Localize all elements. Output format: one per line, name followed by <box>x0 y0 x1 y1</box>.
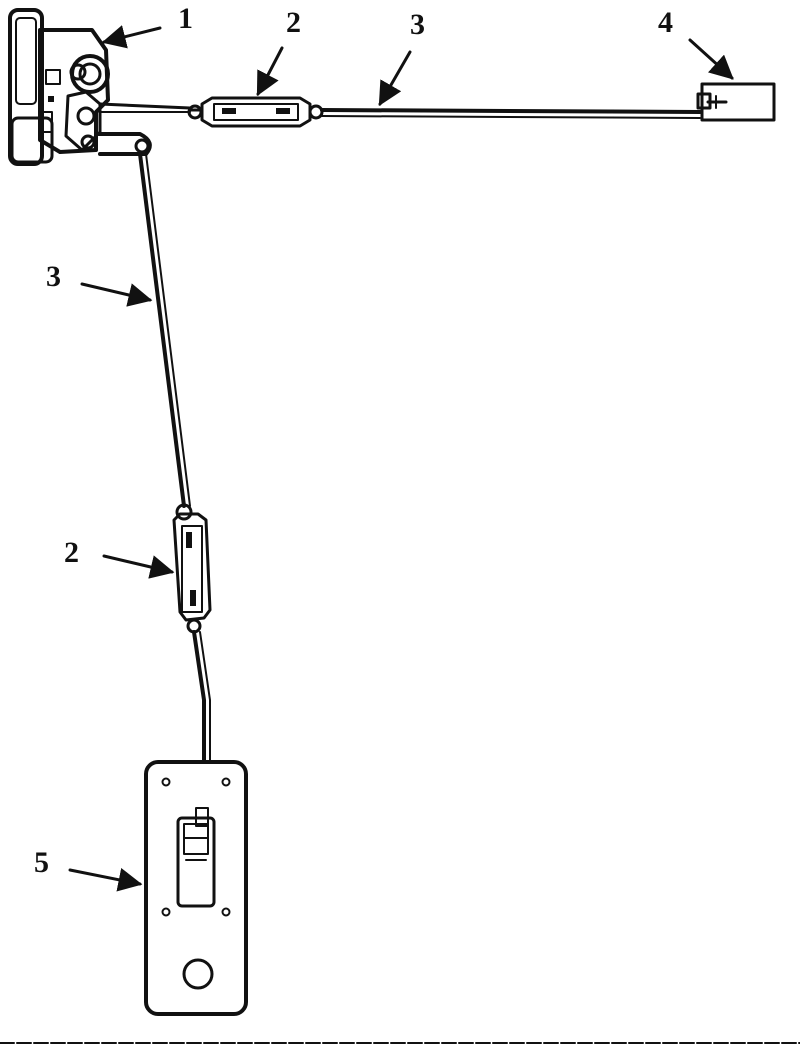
vertical-adjuster <box>172 503 212 634</box>
horizontal-rod <box>188 108 702 119</box>
callout-leaders <box>68 25 734 892</box>
horizontal-adjuster <box>187 96 324 128</box>
callout-5-handle: 5 <box>34 846 49 879</box>
vertical-rod-upper <box>138 152 191 508</box>
callout-3-top-rod: 3 <box>410 8 425 41</box>
inside-handle-plate <box>144 760 248 1016</box>
actuator-box <box>696 82 776 122</box>
callout-3-vertical-rod: 3 <box>46 260 61 293</box>
callout-2-vertical-adjuster: 2 <box>64 536 79 569</box>
door-lock-assembly <box>8 8 192 166</box>
callout-4-actuator: 4 <box>658 6 673 39</box>
callout-2-top-adjuster: 2 <box>286 6 301 39</box>
callout-1-lock: 1 <box>178 2 193 35</box>
